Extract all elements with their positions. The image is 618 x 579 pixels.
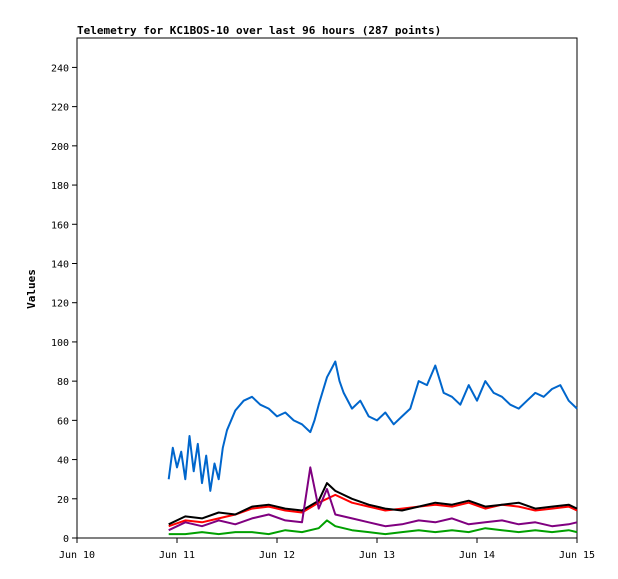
series-line-2: [168, 493, 578, 528]
y-axis-label: Values: [25, 269, 38, 309]
series-line-3: [168, 482, 578, 526]
y-axis: 0 20 40 60 80 100 120 140 160 180 200 220 240: [51, 63, 77, 545]
x-tick-label: Jun 15: [559, 550, 595, 561]
series-line-4: [168, 466, 578, 532]
x-tick-label: Jun 13: [359, 550, 395, 561]
series-line-5: [168, 519, 578, 536]
plot-frame: [76, 37, 578, 539]
chart-title: Telemetry for KC1BOS-10 over last 96 hou…: [77, 24, 441, 37]
y-tick-label: 200: [51, 142, 69, 153]
y-tick-label: 100: [51, 338, 69, 349]
y-tick-label: 80: [57, 377, 69, 388]
y-tick-label: 240: [51, 63, 69, 74]
y-tick-label: 140: [51, 259, 69, 270]
x-tick-label: Jun 12: [259, 550, 295, 561]
x-tick-label: Jun 14: [459, 550, 495, 561]
y-tick-label: 20: [57, 495, 69, 506]
y-tick-label: 220: [51, 103, 69, 114]
y-tick-label: 0: [63, 534, 69, 545]
series-line-1: [167, 360, 578, 492]
x-tick-label: Jun 11: [159, 550, 195, 561]
y-tick-label: 40: [57, 456, 69, 467]
y-tick-label: 120: [51, 299, 69, 310]
x-axis: Jun 10 Jun 11 Jun 12 Jun 13 Jun 14 Jun 15: [59, 538, 595, 561]
y-tick-label: 160: [51, 220, 69, 231]
series-layer: [167, 360, 578, 536]
x-tick-label: Jun 10: [59, 550, 95, 561]
y-tick-label: 180: [51, 181, 69, 192]
y-tick-label: 60: [57, 416, 69, 427]
